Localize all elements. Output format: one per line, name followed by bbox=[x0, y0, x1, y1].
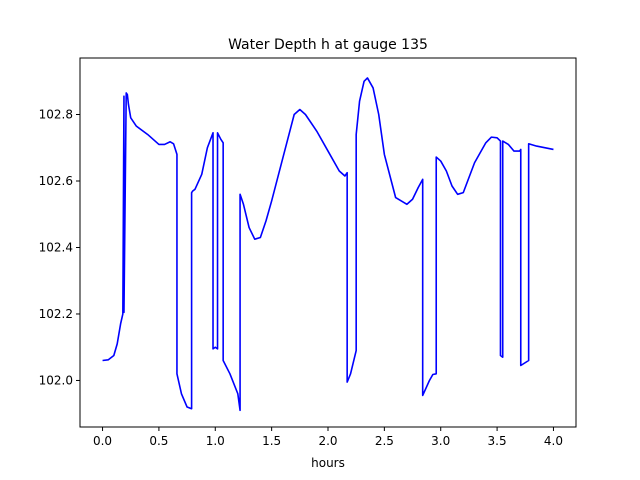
plot-area bbox=[102, 77, 554, 412]
x-axis-label: hours bbox=[311, 456, 345, 470]
y-tick-label: 102.0 bbox=[39, 373, 73, 387]
axes-frame bbox=[79, 57, 577, 428]
x-tick-label: 2.5 bbox=[375, 434, 394, 448]
x-tick-label: 3.5 bbox=[488, 434, 507, 448]
y-tick-label: 102.8 bbox=[39, 108, 73, 122]
y-tick-label: 102.4 bbox=[39, 240, 73, 254]
x-axis: 0.0 0.5 1.0 1.5 2.0 2.5 3.0 3.5 4.0 bbox=[93, 427, 563, 448]
chart-title: Water Depth h at gauge 135 bbox=[228, 37, 428, 53]
y-axis: 102.0 102.2 102.4 102.6 102.8 bbox=[39, 108, 80, 387]
x-tick-label: 4.0 bbox=[544, 434, 563, 448]
x-tick-label: 0.0 bbox=[93, 434, 112, 448]
y-tick-label: 102.6 bbox=[39, 174, 73, 188]
x-tick-label: 0.5 bbox=[149, 434, 168, 448]
water-depth-series-line bbox=[102, 77, 554, 412]
x-tick-label: 1.0 bbox=[206, 434, 225, 448]
y-tick-label: 102.2 bbox=[39, 307, 73, 321]
x-tick-label: 2.0 bbox=[318, 434, 337, 448]
x-tick-label: 3.0 bbox=[431, 434, 450, 448]
x-tick-label: 1.5 bbox=[262, 434, 281, 448]
